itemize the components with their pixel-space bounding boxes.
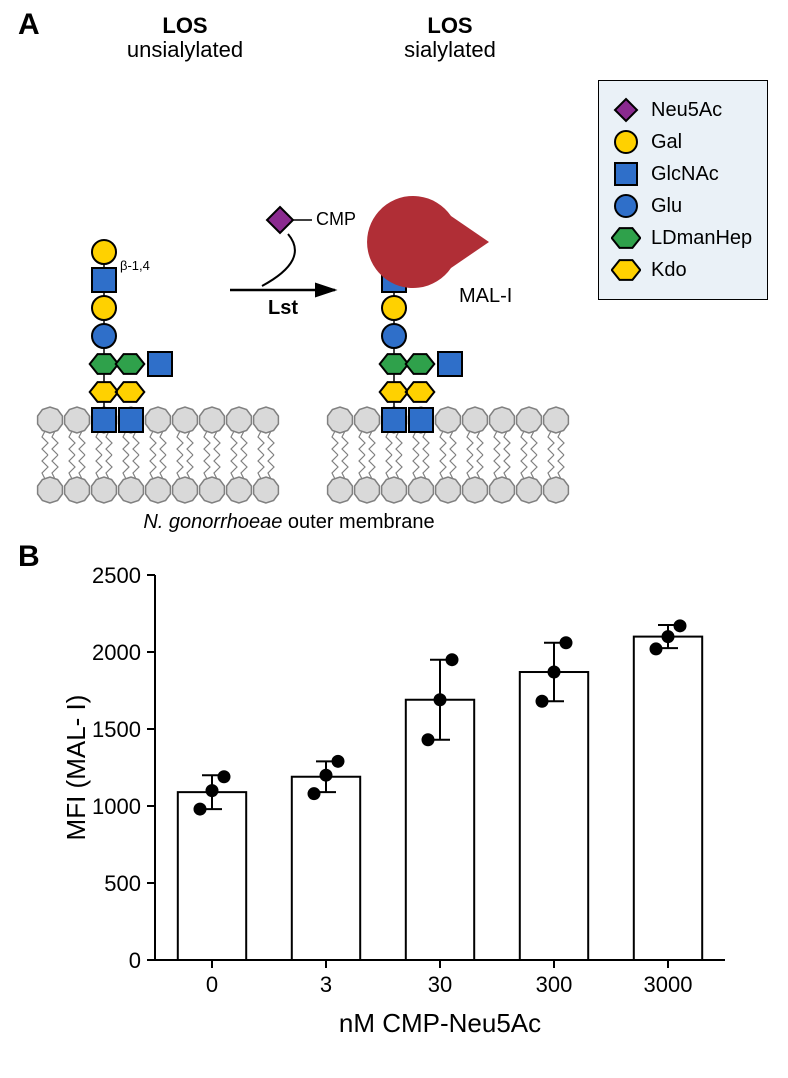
- membrane-caption: N. gonorrhoeae outer membrane: [0, 511, 578, 534]
- legend-item-gal: Gal: [611, 129, 755, 155]
- left-title: LOS unsialylated: [95, 14, 275, 62]
- neu5ac-icon: [611, 97, 641, 123]
- ldmanhep-icon: [611, 225, 641, 251]
- legend-label: Kdo: [651, 259, 687, 282]
- legend-item-neu5ac: Neu5Ac: [611, 97, 755, 123]
- caption-italic: N. gonorrhoeae: [143, 511, 282, 533]
- svg-text:MFI (MAL- I): MFI (MAL- I): [61, 695, 91, 841]
- legend-item-glcnac: GlcNAc: [611, 161, 755, 187]
- svg-text:3: 3: [320, 972, 332, 997]
- svg-text:500: 500: [104, 871, 141, 896]
- svg-text:2500: 2500: [92, 563, 141, 588]
- legend-label: Neu5Ac: [651, 99, 722, 122]
- legend-label: LDmanHep: [651, 227, 752, 250]
- svg-text:MAL-I: MAL-I: [459, 285, 512, 307]
- panel-b: B 0 500 1000 1500 2000 2500 0 3 30 300 3000 MFI (MA…: [0, 540, 788, 1078]
- svg-text:3000: 3000: [644, 972, 693, 997]
- svg-text:nM CMP-Neu5Ac: nM CMP-Neu5Ac: [339, 1008, 541, 1038]
- svg-text:Lst: Lst: [268, 297, 298, 319]
- svg-text:1500: 1500: [92, 717, 141, 742]
- svg-text:β-1,4: β-1,4: [120, 258, 150, 273]
- legend-item-glu: Glu: [611, 193, 755, 219]
- gal-icon: [611, 129, 641, 155]
- svg-text:30: 30: [428, 972, 452, 997]
- kdo-icon: [611, 257, 641, 283]
- right-title: LOS sialylated: [370, 14, 530, 62]
- svg-text:300: 300: [536, 972, 573, 997]
- svg-text:CMP: CMP: [316, 209, 356, 229]
- panel-a-label: A: [18, 8, 40, 42]
- legend-item-kdo: Kdo: [611, 257, 755, 283]
- bar-chart: 0 500 1000 1500 2000 2500 0 3 30 300 3000 MFI (MAL-…: [60, 560, 740, 1050]
- svg-text:1000: 1000: [92, 794, 141, 819]
- panel-b-label: B: [18, 540, 40, 574]
- panel-a-diagram: β-1,4β-1,4α-2,3MAL-ICMPLst: [30, 100, 590, 520]
- legend-label: Gal: [651, 131, 682, 154]
- svg-text:0: 0: [129, 948, 141, 973]
- svg-text:0: 0: [206, 972, 218, 997]
- right-title-sub: sialylated: [370, 38, 530, 62]
- glu-icon: [611, 193, 641, 219]
- legend-item-ldmanhep: LDmanHep: [611, 225, 755, 251]
- glcnac-icon: [611, 161, 641, 187]
- caption-rest: outer membrane: [282, 511, 434, 533]
- legend-label: GlcNAc: [651, 163, 719, 186]
- left-title-top: LOS: [95, 14, 275, 38]
- legend-label: Glu: [651, 195, 682, 218]
- legend-box: Neu5Ac Gal GlcNAc Glu LDmanHep Kdo: [598, 80, 768, 300]
- panel-a: A LOS unsialylated LOS sialylated Neu5Ac…: [0, 0, 788, 540]
- right-title-top: LOS: [370, 14, 530, 38]
- svg-text:2000: 2000: [92, 640, 141, 665]
- left-title-sub: unsialylated: [95, 38, 275, 62]
